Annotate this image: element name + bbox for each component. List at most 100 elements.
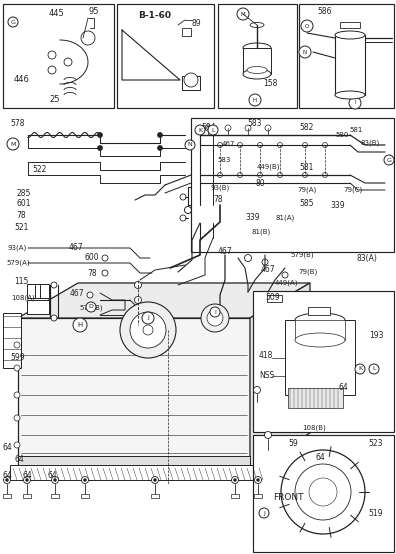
Text: 445: 445 bbox=[49, 9, 65, 18]
Circle shape bbox=[51, 315, 57, 321]
Text: 108(B): 108(B) bbox=[302, 425, 326, 431]
Text: 467: 467 bbox=[69, 244, 83, 253]
Text: L: L bbox=[211, 127, 215, 132]
Text: J: J bbox=[263, 510, 265, 516]
Bar bbox=[81, 494, 89, 498]
Bar bbox=[295, 320, 345, 340]
Text: H: H bbox=[77, 322, 83, 328]
Bar bbox=[27, 284, 49, 298]
Circle shape bbox=[265, 125, 271, 131]
Text: 339: 339 bbox=[246, 213, 260, 223]
Bar bbox=[299, 4, 394, 108]
Circle shape bbox=[97, 146, 103, 151]
Circle shape bbox=[259, 508, 269, 518]
Circle shape bbox=[349, 97, 361, 109]
Circle shape bbox=[143, 325, 153, 335]
Text: 522: 522 bbox=[32, 166, 46, 175]
Bar bbox=[243, 48, 271, 74]
Text: 523: 523 bbox=[369, 439, 383, 448]
Text: 78: 78 bbox=[16, 211, 26, 219]
Circle shape bbox=[322, 172, 327, 177]
Circle shape bbox=[180, 215, 186, 221]
Bar bbox=[18, 456, 250, 468]
Text: 449(A): 449(A) bbox=[274, 280, 298, 286]
Text: 578: 578 bbox=[10, 119, 25, 127]
Circle shape bbox=[135, 315, 141, 321]
Text: M: M bbox=[241, 12, 245, 17]
Circle shape bbox=[278, 142, 282, 147]
Circle shape bbox=[48, 66, 56, 74]
Circle shape bbox=[87, 292, 93, 298]
Text: 79(C): 79(C) bbox=[343, 187, 363, 193]
Circle shape bbox=[64, 58, 72, 66]
Text: 580: 580 bbox=[335, 132, 349, 138]
Ellipse shape bbox=[247, 66, 267, 74]
Circle shape bbox=[299, 46, 311, 58]
Bar bbox=[182, 28, 191, 36]
Circle shape bbox=[185, 207, 192, 213]
Circle shape bbox=[262, 259, 268, 265]
Circle shape bbox=[135, 296, 141, 304]
Circle shape bbox=[97, 132, 103, 137]
Text: 581: 581 bbox=[349, 127, 363, 133]
Text: G: G bbox=[11, 19, 15, 24]
Circle shape bbox=[257, 172, 263, 177]
Bar bbox=[188, 187, 218, 205]
Text: 78: 78 bbox=[213, 196, 223, 204]
Text: 95: 95 bbox=[89, 7, 99, 16]
Circle shape bbox=[154, 479, 156, 481]
Bar bbox=[231, 494, 239, 498]
Bar bbox=[23, 494, 31, 498]
Text: 59: 59 bbox=[288, 439, 298, 448]
Bar bbox=[27, 300, 49, 314]
Text: 339: 339 bbox=[331, 201, 345, 209]
Text: 80: 80 bbox=[255, 178, 265, 187]
Bar bbox=[288, 388, 343, 408]
Circle shape bbox=[135, 281, 141, 289]
Ellipse shape bbox=[295, 333, 345, 347]
Text: 449(B): 449(B) bbox=[256, 164, 280, 170]
Text: 64: 64 bbox=[22, 471, 32, 480]
Circle shape bbox=[102, 255, 108, 261]
Text: 285: 285 bbox=[17, 188, 31, 197]
Bar bbox=[254, 494, 262, 498]
Circle shape bbox=[7, 138, 19, 150]
Text: G: G bbox=[386, 157, 391, 162]
Bar bbox=[218, 4, 297, 108]
Text: 583: 583 bbox=[217, 157, 231, 163]
Circle shape bbox=[4, 476, 11, 484]
Polygon shape bbox=[18, 283, 310, 318]
Text: 64: 64 bbox=[338, 382, 348, 392]
Text: 81(A): 81(A) bbox=[275, 215, 295, 221]
Bar bbox=[308, 307, 330, 315]
Circle shape bbox=[369, 364, 379, 374]
Text: K: K bbox=[358, 367, 362, 372]
Circle shape bbox=[130, 312, 166, 348]
Circle shape bbox=[14, 415, 20, 421]
Text: 64: 64 bbox=[2, 470, 12, 480]
Bar bbox=[335, 35, 365, 95]
Text: 585: 585 bbox=[300, 198, 314, 208]
Bar bbox=[182, 76, 200, 90]
Circle shape bbox=[309, 478, 337, 506]
Bar bbox=[3, 4, 114, 108]
Text: 64: 64 bbox=[2, 443, 12, 452]
Bar bbox=[191, 118, 394, 252]
Circle shape bbox=[303, 142, 308, 147]
Text: 115: 115 bbox=[14, 278, 29, 286]
Text: 83(B): 83(B) bbox=[360, 140, 380, 146]
Text: 108(A): 108(A) bbox=[11, 295, 35, 301]
Circle shape bbox=[217, 172, 223, 177]
Text: 467: 467 bbox=[70, 290, 84, 299]
Circle shape bbox=[120, 302, 176, 358]
Circle shape bbox=[82, 476, 88, 484]
Circle shape bbox=[102, 270, 108, 276]
Bar bbox=[285, 320, 355, 395]
Text: 600: 600 bbox=[85, 254, 99, 263]
Circle shape bbox=[232, 476, 238, 484]
Circle shape bbox=[384, 155, 394, 165]
Circle shape bbox=[6, 479, 8, 481]
Text: 79(A): 79(A) bbox=[297, 187, 317, 193]
Bar bbox=[3, 494, 11, 498]
Text: 193: 193 bbox=[369, 331, 383, 341]
